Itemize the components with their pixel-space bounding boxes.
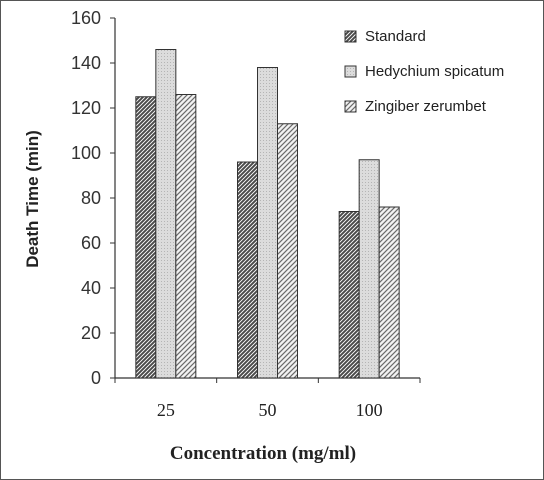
y-tick-label: 0 — [91, 368, 101, 388]
y-axis-title: Death Time (min) — [23, 130, 42, 268]
legend-label: Zingiber zerumbet — [365, 98, 487, 115]
bar-hedychium-spicatum-50 — [257, 67, 278, 379]
bars — [135, 49, 400, 379]
bar-zingiber-zerumbet-25 — [175, 94, 197, 379]
legend-label: Hedychium spicatum — [365, 63, 504, 80]
x-tick-label: 50 — [259, 400, 277, 420]
y-tick-label: 60 — [81, 233, 101, 253]
bar-hedychium-spicatum-25 — [155, 49, 177, 379]
y-tick-label: 140 — [71, 53, 101, 73]
legend: Standard Hedychium spicatum Zingiber zerum… — [344, 28, 504, 115]
y-tick-label: 20 — [81, 323, 101, 343]
bar-standard-50 — [237, 161, 258, 379]
bar-zingiber-zerumbet-100 — [378, 206, 400, 379]
x-axis-title: Concentration (mg/ml) — [170, 443, 356, 464]
legend-swatch — [344, 100, 357, 113]
y-tick-label: 40 — [81, 278, 101, 298]
y-tick-label: 120 — [71, 98, 101, 118]
y-tick-label: 100 — [71, 143, 101, 163]
legend-swatch — [344, 30, 357, 43]
bar-standard-100 — [338, 211, 360, 379]
y-tick-label: 160 — [71, 8, 101, 28]
x-tick-label: 100 — [356, 400, 383, 420]
y-axis-title-group: Death Time (min) — [23, 130, 42, 268]
bar-hedychium-spicatum-100 — [358, 159, 380, 379]
bar-zingiber-zerumbet-50 — [277, 123, 298, 379]
y-tick-label: 80 — [81, 188, 101, 208]
legend-label: Standard — [365, 28, 426, 45]
bar-standard-25 — [135, 96, 157, 379]
x-tick-label: 25 — [157, 400, 175, 420]
legend-swatch — [344, 65, 357, 78]
tick-labels: 0 20 40 60 80 100 120 140 160 25 50 100 — [71, 8, 383, 420]
